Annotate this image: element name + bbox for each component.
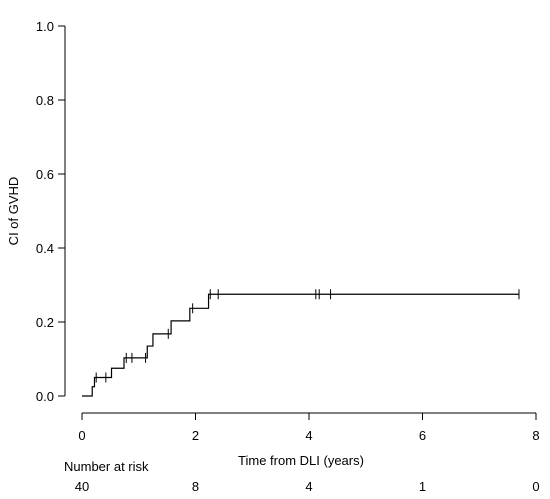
x-ticks: 0 2 4 6 8: [78, 413, 540, 443]
x-tick-label: 6: [419, 428, 426, 443]
y-tick-label: 0.6: [36, 167, 54, 182]
y-ticks: 0.0 0.2 0.4 0.6 0.8 1.0: [36, 19, 65, 404]
x-tick-label: 0: [78, 428, 85, 443]
censor-marks: [95, 289, 520, 383]
y-tick-label: 0.0: [36, 389, 54, 404]
y-tick-label: 0.2: [36, 315, 54, 330]
x-tick-label: 2: [192, 428, 199, 443]
y-axis-label: CI of GVHD: [6, 177, 21, 246]
x-tick-label: 4: [305, 428, 312, 443]
risk-count: 40: [75, 479, 89, 494]
risk-table-counts: 40 8 4 1 0: [75, 479, 540, 494]
x-tick-label: 8: [532, 428, 539, 443]
y-tick-label: 1.0: [36, 19, 54, 34]
risk-count: 1: [419, 479, 426, 494]
risk-count: 4: [305, 479, 312, 494]
risk-table-label: Number at risk: [64, 459, 149, 474]
risk-count: 8: [192, 479, 199, 494]
cumulative-incidence-curve: [82, 293, 519, 397]
x-axis-label: Time from DLI (years): [238, 453, 364, 468]
axes: [64, 26, 536, 414]
y-tick-label: 0.4: [36, 241, 54, 256]
risk-count: 0: [532, 479, 539, 494]
y-tick-label: 0.8: [36, 93, 54, 108]
